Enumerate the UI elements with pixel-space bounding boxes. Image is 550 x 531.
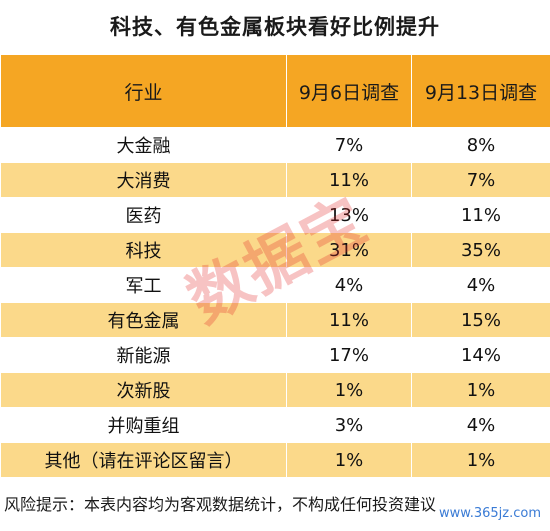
table-row: 大金融 7% 8% [0,127,550,163]
table-body: 大金融 7% 8% 大消费 11% 7% 医药 13% 11% 科技 31% 3… [0,127,550,478]
industry-cell: 军工 [0,267,287,303]
sept6-cell: 4% [286,267,412,303]
sept6-cell: 1% [286,372,412,408]
sept13-cell: 7% [411,162,550,198]
industry-cell: 医药 [0,197,287,233]
sept13-cell: 1% [411,372,550,408]
industry-cell: 科技 [0,232,287,268]
industry-cell: 其他（请在评论区留言） [0,442,287,478]
header-sept13: 9月13日调查 [411,54,550,128]
industry-cell: 有色金属 [0,302,287,338]
risk-disclaimer: 风险提示：本表内容均为客观数据统计，不构成任何投资建议 [4,495,437,514]
sept13-cell: 1% [411,442,550,478]
industry-cell: 次新股 [0,372,287,408]
site-logo: www.365jz.com [436,503,544,523]
table-row: 并购重组 3% 4% [0,407,550,443]
industry-cell: 大金融 [0,127,287,163]
table-row: 科技 31% 35% [0,232,550,268]
sept13-cell: 4% [411,267,550,303]
industry-cell: 大消费 [0,162,287,198]
header-row: 行业 9月6日调查 9月13日调查 [0,54,550,128]
table-header: 行业 9月6日调查 9月13日调查 [0,54,550,128]
sept6-cell: 7% [286,127,412,163]
table-row: 有色金属 11% 15% [0,302,550,338]
sept13-cell: 35% [411,232,550,268]
sept6-cell: 17% [286,337,412,373]
sept6-cell: 11% [286,302,412,338]
sept13-cell: 4% [411,407,550,443]
header-industry: 行业 [0,54,287,128]
table-title: 科技、有色金属板块看好比例提升 [110,15,440,39]
table-row: 军工 4% 4% [0,267,550,303]
table-row: 其他（请在评论区留言） 1% 1% [0,442,550,478]
sept13-cell: 11% [411,197,550,233]
industry-cell: 新能源 [0,337,287,373]
sept6-cell: 11% [286,162,412,198]
sept6-cell: 31% [286,232,412,268]
survey-table: 行业 9月6日调查 9月13日调查 大金融 7% 8% 大消费 11% 7% 医… [0,54,550,478]
header-sept6: 9月6日调查 [286,54,412,128]
sept6-cell: 3% [286,407,412,443]
table-row: 医药 13% 11% [0,197,550,233]
sept6-cell: 13% [286,197,412,233]
industry-cell: 并购重组 [0,407,287,443]
table-row: 新能源 17% 14% [0,337,550,373]
sept13-cell: 8% [411,127,550,163]
table-row: 大消费 11% 7% [0,162,550,198]
sept13-cell: 15% [411,302,550,338]
sept13-cell: 14% [411,337,550,373]
sept6-cell: 1% [286,442,412,478]
table-row: 次新股 1% 1% [0,372,550,408]
